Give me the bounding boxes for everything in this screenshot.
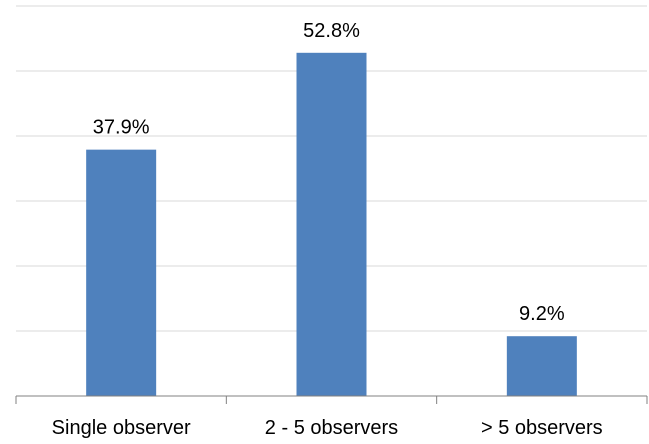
x-tick-label-0: Single observer [52,417,191,439]
x-axis-ticks [15,396,648,404]
data-labels: 37.9% 52.8% 9.2% [93,20,565,325]
data-label-1: 52.8% [303,20,360,42]
x-tick-label-2: > 5 observers [481,417,603,439]
bar-2 [506,336,577,396]
bar-0 [86,149,157,396]
bars [86,52,577,397]
data-label-2: 9.2% [519,303,565,325]
x-axis-tick-labels: Single observer 2 - 5 observers > 5 observ… [52,417,603,439]
bar-1 [296,52,367,397]
data-label-0: 37.9% [93,117,150,139]
x-tick-label-1: 2 - 5 observers [265,417,398,439]
